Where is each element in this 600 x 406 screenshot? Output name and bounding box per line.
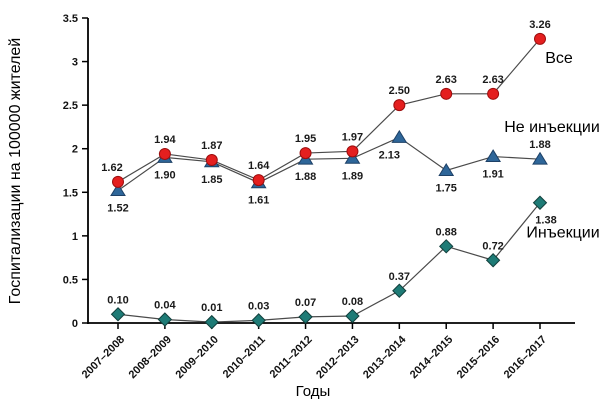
data-point-marker [532,151,548,165]
data-point-label: 1.38 [535,215,556,227]
data-point-marker [298,309,313,325]
x-tick-label: 2015–2016 [455,334,502,381]
data-point-label: 2.13 [379,149,400,161]
data-point-marker [204,314,219,330]
y-tick-label: 2.5 [63,100,78,112]
data-point-label: 0.07 [295,297,316,309]
data-point-marker [345,308,360,324]
series-name-label: Не инъекции [504,119,600,136]
data-point-marker [487,87,500,100]
data-point-label: 1.89 [342,170,363,182]
x-tick-label: 2014–2015 [408,334,455,381]
data-point-marker [205,154,218,167]
data-point-label: 2.63 [482,74,503,86]
data-point-label: 1.88 [529,139,550,151]
data-point-marker [391,129,408,143]
y-axis-title: Госпитализации на 100000 жителей [7,38,24,304]
x-tick-label: 2008–2009 [127,334,174,381]
data-point-label: 0.08 [342,296,363,308]
data-point-label: 1.87 [201,140,222,152]
x-tick-label: 2013–2014 [361,333,409,381]
y-tick-label: 2 [72,144,78,156]
data-point-label: 1.64 [248,160,270,172]
data-point-label: 0.72 [482,240,503,252]
data-point-marker [393,99,406,112]
series-name-label: Все [545,50,573,67]
data-point-label: 0.10 [107,294,128,306]
series-name-label: Инъекции [526,225,599,242]
data-point-label: 1.91 [482,169,503,181]
data-point-label: 1.97 [342,131,363,143]
data-point-label: 1.95 [295,133,316,145]
series-line [117,202,541,323]
y-tick-label: 0.5 [63,274,78,286]
data-point-label: 0.88 [436,226,457,238]
data-point-label: 0.01 [201,302,222,314]
data-point-label: 1.90 [154,169,175,181]
x-tick-label: 2011–2012 [268,334,315,381]
data-point-marker [299,147,312,160]
x-axis-title: Годы [296,383,331,400]
y-tick-label: 1 [72,231,78,243]
data-point-marker [344,150,361,164]
y-tick-label: 1.5 [63,187,78,199]
data-point-marker [110,183,126,197]
x-tick-label: 2012–2013 [314,334,361,381]
data-point-marker [439,239,454,254]
x-tick-label: 2016–2017 [502,334,549,381]
data-point-label: 1.62 [101,162,122,174]
series-line [117,136,541,192]
data-point-marker [158,147,171,160]
data-point-marker [440,87,453,100]
data-point-label: 0.03 [248,300,269,312]
x-tick-label: 2009–2010 [173,334,220,381]
data-point-label: 2.50 [389,85,410,97]
data-point-marker [485,149,502,163]
data-point-marker [346,145,359,158]
data-point-marker [485,253,501,268]
data-point-marker [157,312,173,327]
x-tick-label: 2007–2008 [80,334,127,381]
data-point-marker [534,32,546,45]
data-point-label: 3.26 [529,19,550,31]
data-point-marker [252,174,265,187]
data-point-label: 1.94 [154,134,176,146]
data-point-label: 1.61 [248,195,269,207]
data-point-marker [532,195,548,210]
y-tick-label: 3 [72,57,78,69]
series-line [117,38,541,183]
data-point-marker [438,163,455,176]
data-point-label: 1.52 [107,203,128,215]
data-point-marker [392,283,407,298]
y-tick-label: 0 [72,318,78,330]
y-tick-label: 3.5 [63,13,78,25]
x-tick-label: 2010–2011 [221,334,268,381]
data-point-label: 1.88 [295,171,316,183]
data-point-marker [110,307,126,322]
data-point-label: 2.63 [436,74,457,86]
data-point-label: 0.37 [389,271,410,283]
data-point-label: 1.75 [436,183,457,195]
data-point-marker [251,313,266,328]
data-point-label: 0.04 [154,300,176,312]
data-point-marker [112,175,124,188]
data-point-label: 1.85 [201,174,222,186]
